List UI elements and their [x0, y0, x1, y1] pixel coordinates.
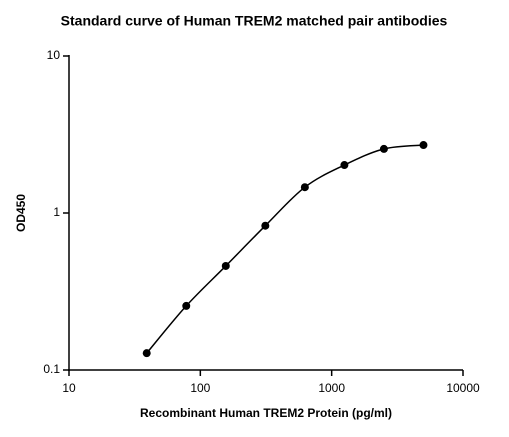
- x-tick-label: 10: [62, 381, 76, 395]
- x-tick-label: 100: [190, 381, 210, 395]
- data-point: [221, 261, 230, 270]
- x-axis-label: Recombinant Human TREM2 Protein (pg/ml): [140, 406, 392, 420]
- data-point: [182, 301, 191, 310]
- data-point: [419, 141, 428, 150]
- chart-title: Standard curve of Human TREM2 matched pa…: [61, 13, 448, 29]
- y-axis-label: OD450: [14, 194, 28, 232]
- data-point: [300, 183, 309, 192]
- x-tick-label: 1000: [318, 381, 345, 395]
- data-point: [340, 161, 349, 170]
- data-point: [379, 144, 388, 153]
- data-point: [261, 221, 270, 230]
- y-tick-label: 0.1: [43, 362, 60, 376]
- fit-curve: [146, 144, 424, 354]
- x-tick-label: 10000: [446, 381, 480, 395]
- data-point: [142, 349, 151, 358]
- y-tick-label: 10: [47, 48, 61, 62]
- y-tick-label: 1: [53, 205, 60, 219]
